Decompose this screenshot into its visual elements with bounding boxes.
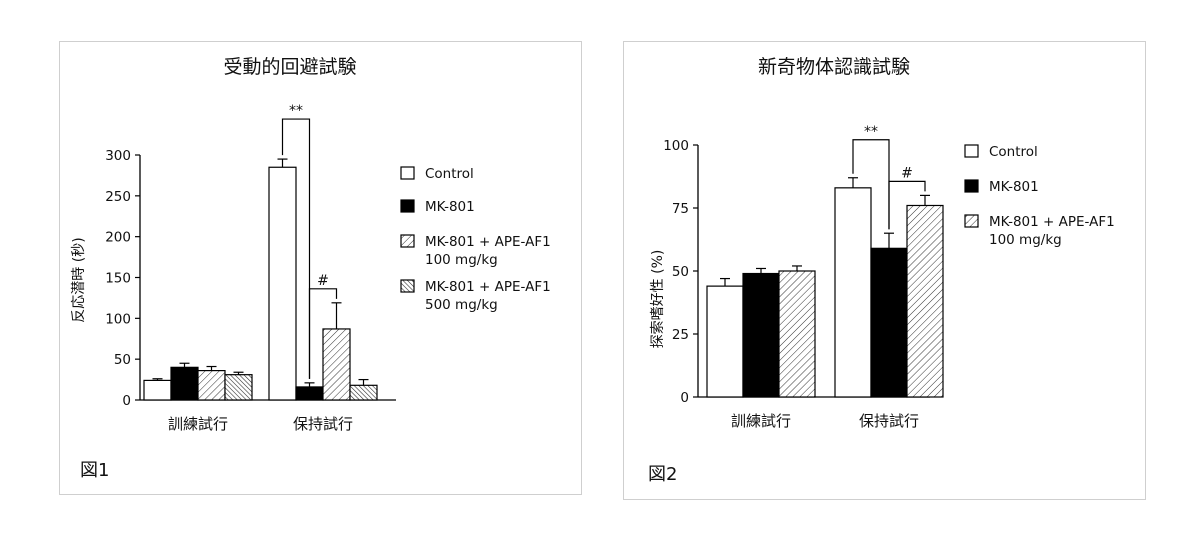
- figure-label: 図1: [80, 460, 110, 481]
- chart-title: 受動的回避試験: [223, 56, 357, 78]
- bar: [906, 204, 944, 398]
- significance-mark: #: [901, 165, 913, 181]
- novel-object-recognition-chart: 0 25 50 75 100 訓練試行 保持試行 ** # Control MK-801 MK-801…: [663, 124, 1115, 430]
- legend-swatch: [400, 234, 415, 248]
- bar: [834, 187, 872, 398]
- legend-swatch: [400, 199, 415, 213]
- legend-swatch: [964, 214, 979, 228]
- bar: [349, 384, 378, 401]
- y-tick-label: 75: [672, 201, 689, 217]
- figure-2-panel: 新奇物体認識試験 探索嗜好性 (%) 0 25 50 75 100 訓練試行 保持試行 ** #…: [623, 41, 1146, 500]
- legend-label: MK-801 + APE-AF1: [425, 279, 551, 295]
- y-tick-label: 300: [105, 148, 131, 164]
- y-tick-label: 25: [672, 327, 689, 343]
- significance-mark: **: [864, 124, 878, 140]
- bar: [197, 370, 226, 401]
- bar: [778, 270, 816, 398]
- legend-label: MK-801 + APE-AF1: [425, 234, 551, 250]
- legend-swatch: [400, 166, 415, 180]
- y-tick-label: 150: [105, 271, 131, 287]
- y-tick-label: 200: [105, 230, 131, 246]
- significance-bracket: [308, 288, 338, 379]
- passive-avoidance-chart: 0 50 100 150 200 250 300 訓練試行 保持試行 ** # Control MK-8…: [105, 103, 551, 433]
- bar: [268, 166, 297, 401]
- x-category-label: 訓練試行: [731, 412, 791, 430]
- legend-swatch: [964, 179, 979, 193]
- legend-label: Control: [989, 144, 1038, 160]
- legend-label: MK-801 + APE-AF1: [989, 214, 1115, 230]
- legend-label: MK-801: [425, 199, 475, 215]
- chart-title: 新奇物体認識試験: [757, 56, 910, 78]
- bar: [295, 386, 324, 401]
- bar: [742, 272, 780, 398]
- legend-label: Control: [425, 166, 474, 182]
- bar: [870, 247, 908, 398]
- bar: [224, 374, 253, 401]
- significance-mark: **: [289, 103, 303, 119]
- legend-swatch: [964, 144, 979, 158]
- significance-bracket: [281, 118, 311, 379]
- y-tick-label: 100: [105, 311, 131, 327]
- y-tick-label: 250: [105, 189, 131, 205]
- legend-label: 500 mg/kg: [425, 297, 498, 313]
- legend-label: MK-801: [989, 179, 1039, 195]
- y-tick-label: 50: [672, 264, 689, 280]
- legend-label: 100 mg/kg: [425, 252, 498, 268]
- bar: [170, 366, 199, 401]
- figure-1-panel: 受動的回避試験 反応潜時 (秒) 0 50 100 150 200 250 300 訓練試行保…: [59, 41, 582, 495]
- legend-swatch: [400, 279, 415, 293]
- y-tick-label: 50: [114, 352, 131, 368]
- x-category-label: 保持試行: [293, 415, 353, 433]
- bar: [706, 285, 744, 398]
- x-category-label: 訓練試行: [168, 415, 228, 433]
- significance-bracket: [888, 180, 926, 230]
- significance-mark: #: [317, 273, 329, 289]
- bar: [322, 328, 351, 401]
- figure-label: 図2: [648, 464, 678, 485]
- y-tick-label: 0: [680, 390, 689, 406]
- x-category-label: 保持試行: [859, 412, 919, 430]
- legend-label: 100 mg/kg: [989, 232, 1062, 248]
- y-tick-label: 0: [122, 393, 131, 409]
- y-tick-label: 100: [663, 138, 689, 154]
- bar: [143, 379, 172, 401]
